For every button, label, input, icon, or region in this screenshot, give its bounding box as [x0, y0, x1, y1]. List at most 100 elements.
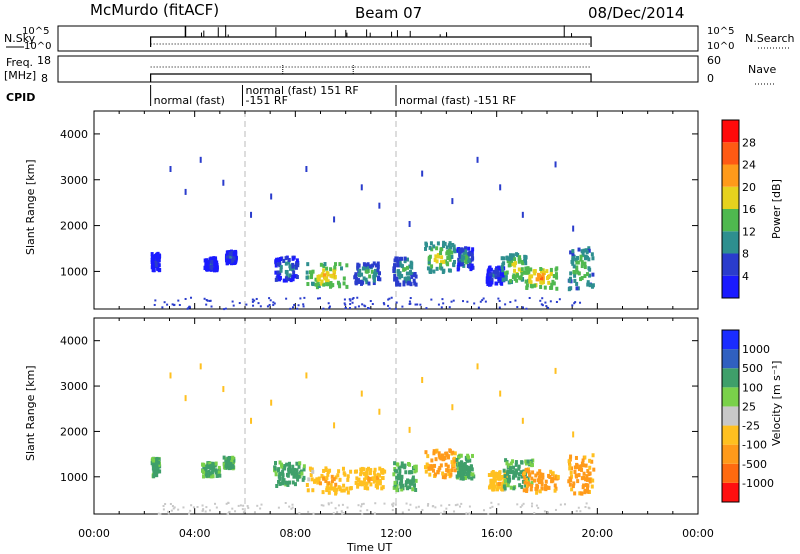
ground-scatter-point [516, 503, 519, 506]
ground-scatter-point [405, 502, 408, 505]
scatter-cell [466, 455, 470, 460]
scatter-cell [445, 452, 449, 457]
scatter-cell [458, 251, 462, 256]
scatter-cell [414, 274, 418, 279]
ground-scatter-point [242, 511, 245, 514]
colorbar-swatch [722, 425, 739, 445]
ground-scatter-point [169, 502, 172, 505]
scatter-cell [533, 478, 537, 483]
scatter-cell [513, 261, 517, 266]
scatter-cell [520, 267, 524, 272]
scatter-cell [403, 465, 407, 470]
scatter-point [270, 193, 273, 200]
colorbar-tick-label: 100 [742, 381, 763, 394]
ground-scatter-point [255, 297, 258, 300]
colorbar-swatch [722, 186, 739, 209]
nave-label: Nave [748, 63, 776, 76]
scatter-cell [450, 254, 454, 259]
scatter-cell [541, 475, 545, 480]
scatter-cell [549, 270, 553, 275]
ground-scatter-point [231, 300, 234, 303]
nave-tick-high: 60 [707, 54, 721, 67]
scatter-cell [499, 271, 503, 276]
scatter-cell [575, 268, 579, 273]
scatter-cell [460, 254, 464, 259]
scatter-cell [459, 466, 463, 471]
scatter-cell [567, 287, 571, 292]
ground-scatter-point [201, 504, 204, 507]
ground-scatter-point [344, 303, 347, 306]
scatter-cell [377, 478, 381, 483]
scatter-cell [452, 262, 456, 267]
ground-scatter-point [170, 509, 173, 512]
scatter-cell [457, 470, 461, 475]
scatter-cell [467, 246, 471, 251]
scatter-cell [296, 260, 300, 265]
scatter-cell [284, 256, 288, 261]
scatter-cell [354, 480, 358, 485]
ground-scatter-point [387, 304, 390, 307]
scatter-cell [592, 467, 596, 472]
scatter-cell [463, 469, 467, 474]
ground-scatter-point [466, 300, 469, 303]
scatter-cell [461, 466, 465, 471]
scatter-cell [285, 270, 289, 275]
y-axis-label: Slant Range [km] [24, 365, 37, 461]
scatter-cell [155, 258, 159, 263]
scatter-cell [209, 256, 213, 261]
scatter-cell [288, 465, 292, 470]
scatter-cell [396, 263, 400, 268]
scatter-cell [378, 473, 382, 478]
x-tick-label: 16:00 [481, 527, 513, 540]
ground-scatter-point [327, 503, 330, 506]
scatter-cell [539, 284, 543, 289]
scatter-cell [349, 469, 353, 474]
scatter-cell [540, 482, 544, 487]
ground-scatter-point [491, 505, 494, 508]
ground-scatter-point [173, 304, 176, 307]
scatter-cell [462, 251, 466, 256]
scatter-cell [277, 258, 281, 263]
scatter-cell [527, 269, 531, 274]
scatter-point [421, 376, 424, 383]
scatter-cell [443, 455, 447, 460]
scatter-cell [529, 280, 533, 285]
scatter-cell [538, 489, 542, 494]
scatter-cell [584, 477, 588, 482]
scatter-cell [225, 255, 229, 260]
scatter-cell [306, 282, 310, 287]
scatter-cell [211, 256, 215, 261]
scatter-cell [355, 469, 359, 474]
scatter-cell [393, 277, 397, 282]
scatter-cell [524, 483, 528, 488]
scatter-cell [359, 467, 363, 472]
scatter-cell [212, 267, 216, 272]
ground-scatter-point [522, 306, 524, 309]
ground-scatter-point [272, 301, 275, 304]
scatter-cell [294, 473, 298, 478]
station-title: McMurdo (fitACF) [90, 1, 219, 19]
scatter-cell [228, 251, 232, 256]
scatter-cell [524, 270, 528, 275]
scatter-cell [446, 464, 450, 469]
scatter-cell [338, 477, 342, 482]
colorbar-label: Velocity [m s⁻¹] [770, 361, 783, 446]
scatter-cell [395, 256, 399, 261]
scatter-cell [376, 475, 380, 480]
scatter-cell [533, 271, 537, 276]
scatter-cell [356, 262, 360, 267]
colorbar-swatch [722, 142, 739, 165]
ground-scatter-point [473, 302, 476, 305]
scatter-cell [322, 282, 326, 287]
scatter-cell [507, 463, 511, 468]
scatter-cell [509, 262, 513, 267]
scatter-point [222, 386, 225, 393]
ground-scatter-point [202, 508, 205, 511]
scatter-cell [511, 459, 515, 464]
scatter-cell [274, 263, 278, 268]
scatter-cell [392, 485, 396, 490]
scatter-cell [376, 261, 380, 266]
ground-scatter-point [232, 304, 235, 307]
scatter-cell [452, 259, 456, 264]
scatter-cell [583, 490, 587, 495]
